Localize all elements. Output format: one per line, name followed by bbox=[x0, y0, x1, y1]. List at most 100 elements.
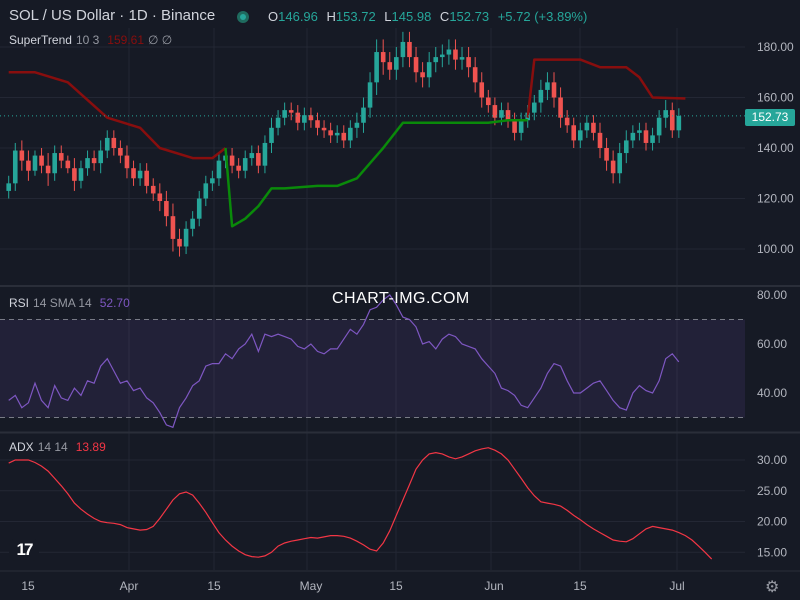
candle-body bbox=[459, 57, 465, 60]
symbol-title[interactable]: SOL / US Dollar · 1D · Binance bbox=[9, 7, 216, 24]
candle-body bbox=[58, 153, 64, 161]
time-tick-label: 15 bbox=[389, 579, 403, 593]
time-tick-label: 15 bbox=[207, 579, 221, 593]
candle-body bbox=[637, 130, 642, 133]
supertrend-params: 10 3 bbox=[75, 33, 100, 47]
change-value: +5.72 (+3.89%) bbox=[497, 9, 588, 24]
candle-body bbox=[19, 150, 25, 161]
time-tick-label: May bbox=[300, 579, 323, 593]
gear-icon[interactable]: ⚙ bbox=[765, 579, 780, 596]
tradingview-logo-icon[interactable]: 17 bbox=[9, 539, 39, 561]
candle-body bbox=[617, 153, 623, 174]
candle-body bbox=[249, 153, 255, 159]
candle-body bbox=[433, 57, 439, 63]
candle-body bbox=[302, 115, 307, 123]
time-tick-label: Apr bbox=[120, 579, 139, 593]
candle-body bbox=[26, 160, 31, 171]
candle-body bbox=[354, 122, 360, 128]
candle-body bbox=[6, 183, 11, 191]
candle-body bbox=[518, 120, 524, 133]
last-price-label: 152.73 bbox=[745, 109, 795, 126]
candle-body bbox=[656, 117, 662, 136]
candle-body bbox=[137, 170, 143, 179]
supertrend-legend[interactable]: SuperTrend 10 3 159.61 ∅ ∅ bbox=[9, 33, 172, 47]
candle-body bbox=[256, 153, 261, 166]
rsi-band-fill bbox=[0, 319, 745, 418]
candle-body bbox=[98, 150, 103, 164]
candle-body bbox=[282, 110, 287, 118]
candle-body bbox=[420, 72, 425, 78]
candle-body bbox=[203, 183, 209, 199]
adx-tick-label: 15.00 bbox=[757, 545, 787, 559]
candle-body bbox=[564, 117, 570, 126]
candle-body bbox=[479, 82, 485, 98]
candle-body bbox=[52, 153, 57, 174]
candle-body bbox=[584, 122, 590, 131]
candle-body bbox=[446, 49, 452, 55]
price-tick-label: 140.00 bbox=[757, 141, 794, 155]
candle-body bbox=[630, 132, 636, 141]
time-tick-label: Jun bbox=[484, 579, 503, 593]
candle-body bbox=[361, 107, 366, 123]
candle-body bbox=[144, 170, 149, 186]
candle-body bbox=[85, 158, 90, 169]
candle-body bbox=[551, 82, 557, 98]
rsi-legend[interactable]: RSI 14 SMA 14 52.70 bbox=[9, 296, 130, 310]
candle-body bbox=[65, 160, 71, 169]
candle-body bbox=[571, 125, 577, 141]
candle-body bbox=[538, 89, 544, 103]
candle-body bbox=[196, 198, 202, 219]
candle-body bbox=[131, 168, 136, 179]
adx-line bbox=[8, 447, 713, 560]
candle-body bbox=[12, 150, 18, 184]
candle-body bbox=[591, 122, 596, 133]
candle-body bbox=[400, 41, 406, 58]
candle-body bbox=[426, 62, 432, 78]
candle-body bbox=[453, 49, 458, 60]
candle-body bbox=[505, 110, 511, 121]
candle-body bbox=[334, 132, 340, 136]
rsi-tick-label: 60.00 bbox=[757, 337, 787, 351]
candle-body bbox=[295, 112, 301, 123]
candle-body bbox=[650, 135, 655, 143]
rsi-name: RSI bbox=[9, 296, 30, 310]
adx-legend[interactable]: ADX 14 14 13.89 bbox=[9, 440, 106, 454]
candle-body bbox=[413, 57, 419, 73]
candle-body bbox=[532, 102, 537, 113]
candle-body bbox=[394, 57, 399, 70]
candle-body bbox=[39, 155, 44, 166]
candle-body bbox=[676, 115, 682, 131]
adx-name: ADX bbox=[9, 440, 34, 454]
candle-body bbox=[177, 238, 182, 247]
close-key: C bbox=[439, 9, 450, 24]
supertrend-extra: ∅ ∅ bbox=[148, 33, 173, 47]
adx-tick-label: 20.00 bbox=[757, 515, 787, 529]
candle-body bbox=[669, 110, 675, 131]
price-tick-label: 180.00 bbox=[757, 40, 794, 54]
candle-body bbox=[440, 54, 445, 58]
rsi-tick-label: 40.00 bbox=[757, 386, 787, 400]
candle-body bbox=[348, 127, 353, 141]
candle-body bbox=[492, 105, 498, 118]
candle-body bbox=[328, 130, 333, 136]
supertrend-down-line bbox=[526, 58, 686, 118]
supertrend-value: 159.61 bbox=[107, 33, 144, 47]
candle-body bbox=[545, 82, 550, 90]
adx-value: 13.89 bbox=[75, 440, 106, 454]
candle-body bbox=[124, 155, 130, 169]
rsi-line bbox=[8, 294, 680, 429]
candle-body bbox=[374, 52, 379, 83]
candle-body bbox=[558, 97, 563, 118]
candle-body bbox=[210, 178, 215, 184]
market-status-icon bbox=[237, 11, 249, 23]
candle-body bbox=[104, 137, 110, 151]
open-value: 146.96 bbox=[278, 9, 318, 24]
candle-body bbox=[407, 41, 412, 58]
candle-body bbox=[78, 168, 84, 181]
candle-body bbox=[321, 127, 327, 131]
candle-body bbox=[242, 158, 248, 171]
open-key: O bbox=[268, 9, 279, 24]
candle-body bbox=[118, 148, 123, 156]
candle-body bbox=[486, 97, 491, 106]
